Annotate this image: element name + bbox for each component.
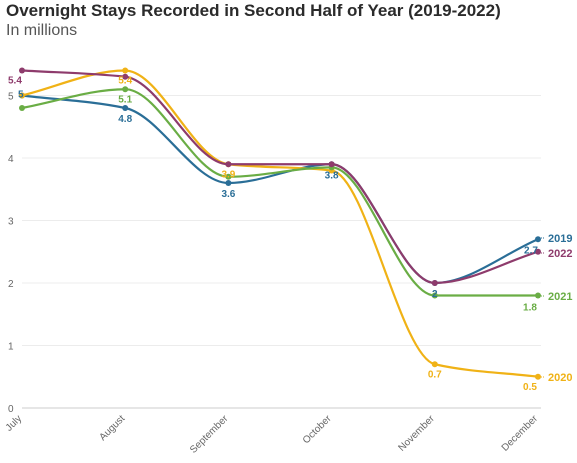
x-tick-label: July — [4, 413, 24, 433]
data-label: 5.1 — [118, 94, 132, 105]
data-point[interactable] — [122, 67, 129, 74]
data-point[interactable] — [19, 92, 25, 99]
x-tick-label: October — [301, 413, 334, 446]
data-label: 2 — [432, 289, 438, 300]
data-label: 2.7 — [524, 245, 538, 256]
data-point[interactable] — [225, 161, 232, 168]
data-point[interactable] — [431, 280, 438, 286]
chart-subtitle: In millions — [6, 22, 78, 39]
series-2022 — [19, 67, 541, 286]
series-line — [21, 69, 539, 285]
data-point[interactable] — [535, 373, 541, 380]
series-end-label: 2021 — [548, 291, 572, 303]
data-point[interactable] — [535, 236, 541, 243]
data-point[interactable] — [535, 292, 541, 299]
series-2020 — [19, 67, 541, 380]
data-point[interactable] — [431, 361, 438, 368]
data-point[interactable] — [535, 248, 541, 255]
series-line — [21, 69, 539, 378]
data-label: 5 — [18, 90, 24, 101]
x-tick-label: August — [98, 413, 128, 443]
data-point[interactable] — [122, 86, 129, 93]
series-line — [21, 88, 538, 297]
x-tick-label: December — [500, 413, 541, 454]
y-tick-label: 2 — [8, 279, 14, 290]
x-tick-label: November — [397, 413, 438, 454]
series-2019 — [19, 92, 541, 286]
y-tick-label: 3 — [8, 217, 14, 228]
chart-title: Overnight Stays Recorded in Second Half … — [6, 1, 501, 20]
y-tick-label: 1 — [8, 342, 14, 353]
series-end-label: 2022 — [548, 248, 572, 260]
series-end-label: 2020 — [548, 372, 572, 384]
data-label: 4.8 — [118, 114, 132, 125]
data-point[interactable] — [122, 73, 129, 80]
data-label: 0.7 — [428, 369, 442, 380]
y-tick-label: 0 — [8, 404, 14, 415]
series-line — [21, 94, 539, 285]
data-point[interactable] — [431, 292, 438, 299]
data-label: 3.8 — [325, 170, 339, 181]
data-point[interactable] — [19, 67, 25, 74]
data-label: 1.8 — [523, 303, 537, 314]
data-point[interactable] — [19, 105, 25, 111]
series-2021 — [19, 86, 541, 299]
x-tick-label: September — [188, 413, 231, 456]
data-label: 0.5 — [523, 382, 537, 393]
series-end-label: 2019 — [548, 233, 572, 245]
data-label: 5.4 — [8, 76, 22, 87]
data-point[interactable] — [122, 105, 129, 111]
data-point[interactable] — [225, 173, 232, 180]
data-label: 3.9 — [221, 169, 235, 180]
data-point[interactable] — [328, 161, 335, 168]
data-point[interactable] — [225, 180, 232, 186]
gridlines — [22, 95, 541, 409]
data-label: 3.6 — [221, 189, 235, 200]
data-label: 5.4 — [118, 76, 132, 87]
y-tick-label: 5 — [8, 92, 14, 103]
y-tick-label: 4 — [8, 154, 14, 165]
